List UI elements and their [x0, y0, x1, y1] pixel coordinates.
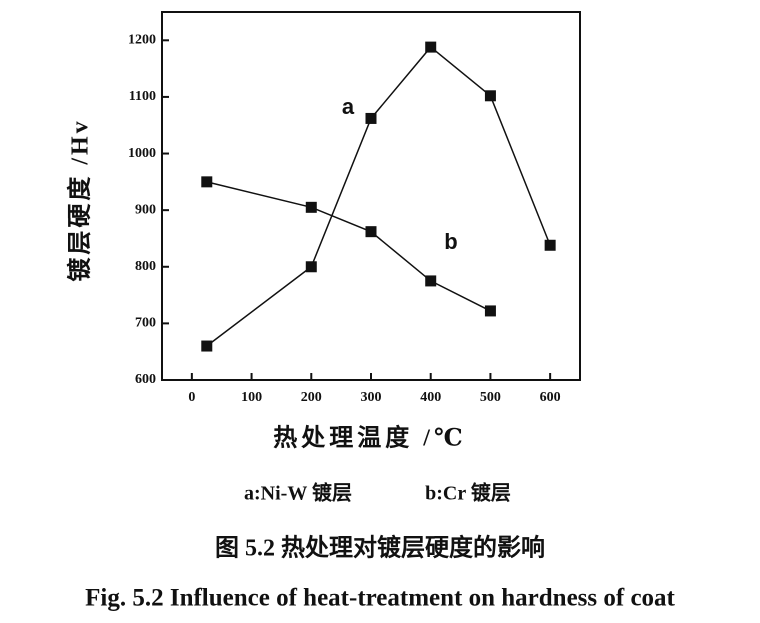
- caption-en: Fig. 5.2 Influence of heat-treatment on …: [85, 585, 675, 612]
- marker: [365, 112, 377, 124]
- x-tick-label: 100: [241, 390, 262, 405]
- y-axis-label: 镀层硬度 /Hv: [66, 118, 94, 281]
- legend-entry: a:Ni-W 镀层: [244, 481, 352, 505]
- plot-frame: [161, 11, 581, 381]
- x-tick-label: 500: [480, 390, 501, 405]
- y-tick-label: 600: [135, 372, 156, 387]
- caption: 图 5.2 热处理对镀层硬度的影响: [215, 534, 545, 562]
- marker: [305, 261, 317, 273]
- marker: [544, 239, 556, 251]
- marker: [305, 201, 317, 213]
- marker: [484, 90, 496, 102]
- legend-entry: b:Cr 镀层: [425, 481, 511, 505]
- x-axis-label: 热处理温度 /℃: [273, 424, 466, 452]
- x-tick-label: 400: [420, 390, 441, 405]
- y-tick-label: 700: [135, 316, 156, 331]
- series-line: [206, 46, 551, 347]
- x-tick-label: 0: [188, 390, 195, 405]
- marker: [201, 340, 213, 352]
- x-tick-label: 600: [540, 390, 561, 405]
- marker: [201, 176, 213, 188]
- marker: [425, 41, 437, 53]
- x-tick-label: 200: [301, 390, 322, 405]
- y-tick-label: 1100: [129, 89, 156, 104]
- x-tick-label: 300: [361, 390, 382, 405]
- marker: [484, 305, 496, 317]
- y-tick-label: 1000: [128, 146, 156, 161]
- y-tick-label: 800: [135, 259, 156, 274]
- marker: [365, 226, 377, 238]
- y-tick-label: 1200: [128, 33, 156, 48]
- y-tick-label: 900: [135, 202, 156, 217]
- marker: [425, 275, 437, 287]
- annotation: a: [342, 94, 355, 119]
- annotation: b: [444, 229, 457, 254]
